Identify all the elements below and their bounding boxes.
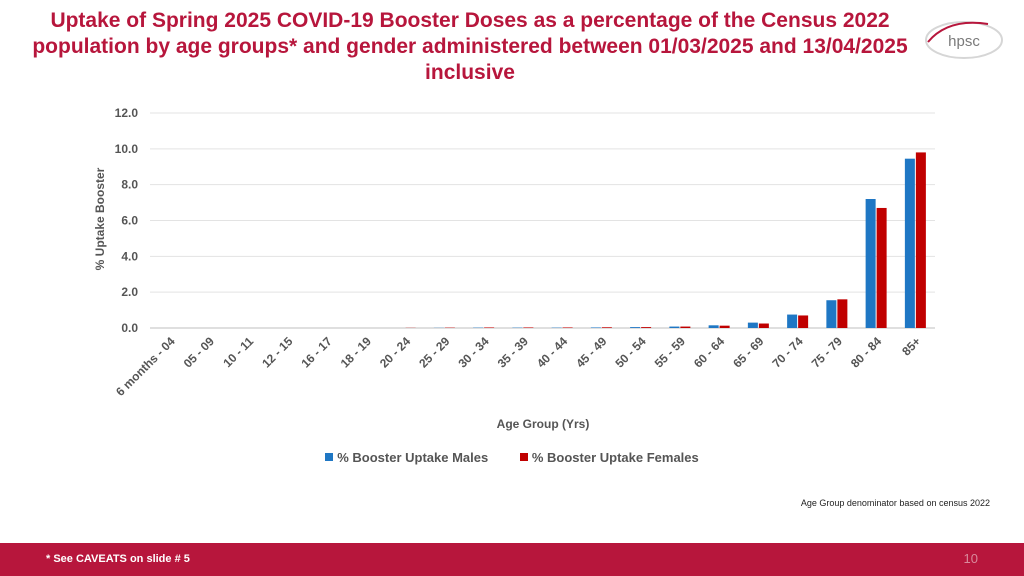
x-tick-label: 30 - 34 (455, 334, 492, 371)
legend-label-females: % Booster Uptake Females (531, 450, 699, 465)
x-tick-label: 55 - 59 (652, 334, 689, 371)
x-tick-label: 12 - 15 (259, 334, 296, 371)
x-tick-label: 85+ (899, 334, 923, 358)
y-tick-label: 0.0 (121, 321, 138, 335)
x-tick-label: 16 - 17 (298, 334, 335, 371)
bar-males (787, 314, 798, 328)
bar-females (641, 327, 652, 328)
x-axis-label: Age Group (Yrs) (497, 417, 590, 431)
bar-females (484, 327, 495, 328)
bar-females (523, 327, 534, 328)
bar-females (601, 327, 612, 328)
x-axis-ticks: 6 months - 04 05 - 09 10 - 11 12 - 15 16 - 1… (113, 334, 923, 399)
x-tick-label: 45 - 49 (573, 334, 610, 371)
x-tick-label: 40 - 44 (534, 334, 571, 371)
hpsc-logo: hpsc (925, 21, 1003, 59)
legend-swatch-males (325, 453, 334, 461)
bar-males (669, 326, 680, 328)
x-tick-label: 35 - 39 (495, 334, 532, 371)
y-tick-label: 4.0 (121, 249, 138, 263)
x-tick-label: 25 - 29 (416, 334, 453, 371)
page-number: 10 (963, 551, 978, 566)
bar-females (758, 323, 769, 328)
bar-males (747, 322, 758, 328)
legend: % Booster Uptake Males % Booster Uptake … (0, 450, 1024, 465)
x-tick-label: 65 - 69 (730, 334, 767, 371)
bar-females (915, 152, 926, 328)
bar-males (865, 199, 876, 328)
x-tick-label: 75 - 79 (809, 334, 846, 371)
y-tick-label: 2.0 (121, 285, 138, 299)
x-tick-label: 80 - 84 (848, 334, 885, 371)
bar-females (876, 207, 887, 328)
x-tick-label: 70 - 74 (769, 334, 806, 371)
legend-item-males: % Booster Uptake Males (325, 450, 488, 465)
bars (405, 152, 926, 328)
footer-bar: * See CAVEATS on slide # 5 10 (0, 543, 1024, 576)
bar-females (719, 325, 730, 328)
x-tick-label: 50 - 54 (612, 334, 649, 371)
bar-males (630, 327, 641, 328)
gridlines (150, 112, 935, 329)
y-axis-ticks: 0.0 2.0 4.0 6.0 8.0 10.0 12.0 (115, 106, 139, 335)
bar-females (837, 299, 848, 328)
legend-swatch-females (519, 453, 528, 461)
x-tick-label: 10 - 11 (220, 334, 256, 370)
caveats-note: * See CAVEATS on slide # 5 (46, 553, 190, 565)
y-tick-label: 12.0 (115, 106, 139, 120)
legend-label-males: % Booster Uptake Males (337, 450, 489, 465)
bar-males (590, 327, 601, 328)
bar-chart: 0.0 2.0 4.0 6.0 8.0 10.0 12.0 6 months - 04 05 … (93, 106, 935, 431)
x-tick-label: 05 - 09 (181, 334, 218, 371)
bar-females (798, 315, 809, 328)
x-tick-label: 6 months - 04 (113, 334, 178, 399)
x-tick-label: 60 - 64 (691, 334, 728, 371)
bar-females (562, 327, 573, 328)
legend-item-females: % Booster Uptake Females (519, 450, 699, 465)
bar-males (826, 300, 837, 328)
bar-males (708, 325, 719, 328)
chart-title: Uptake of Spring 2025 COVID-19 Booster D… (32, 9, 908, 84)
y-tick-label: 10.0 (115, 142, 139, 156)
denominator-note: Age Group denominator based on census 20… (800, 498, 990, 508)
bar-females (680, 326, 691, 328)
y-tick-label: 6.0 (121, 214, 138, 228)
y-axis-label: % Uptake Booster (93, 167, 107, 270)
bar-males (904, 158, 915, 328)
x-tick-label: 18 - 19 (338, 334, 375, 371)
logo-text: hpsc (948, 33, 980, 50)
y-tick-label: 8.0 (121, 178, 138, 192)
x-tick-label: 20 - 24 (377, 334, 414, 371)
